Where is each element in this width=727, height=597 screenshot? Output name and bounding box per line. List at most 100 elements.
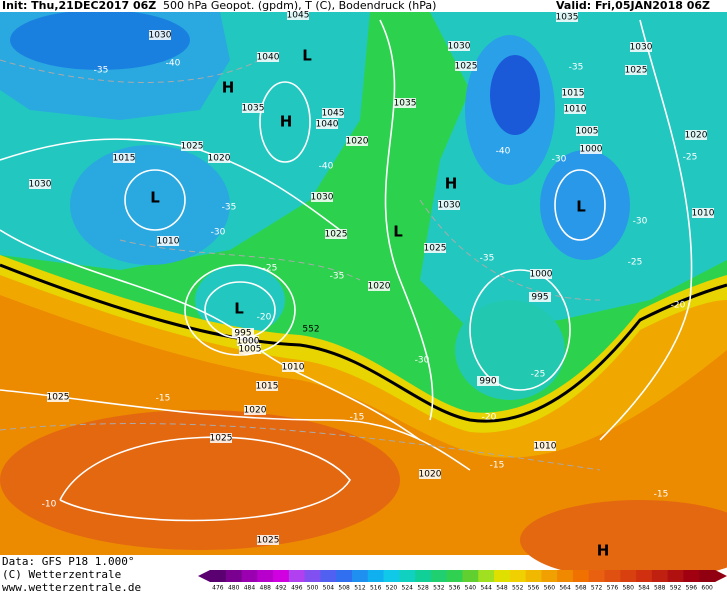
colorbar-swatch [478, 570, 495, 582]
colorbar-swatch [273, 570, 290, 582]
init-time: Init: Thu,21DEC2017 06Z [2, 0, 156, 12]
contour-label: 552 [302, 325, 319, 335]
pressure-label: 1030 [29, 180, 52, 190]
pressure-label: 1030 [438, 201, 461, 211]
colorbar-swatch [446, 570, 463, 582]
label-bg [477, 376, 499, 386]
pressure-label: 1040 [257, 53, 280, 63]
label-bg [244, 405, 266, 415]
label-bg [394, 98, 416, 108]
temperature-label: -30 [211, 228, 226, 238]
data-source: Data: GFS P18 1.000° [2, 555, 134, 568]
colorbar-label: 496 [291, 585, 303, 592]
colorbar-swatch [430, 570, 448, 582]
label-bg [438, 200, 460, 210]
label-bg [113, 153, 135, 163]
colorbar-label: 592 [670, 585, 682, 592]
label-bg [322, 108, 344, 118]
colorbar-arrow-left [198, 570, 210, 582]
pressure-label: 1045 [287, 11, 310, 21]
pressure-label: 1035 [556, 13, 579, 23]
colorbar-label: 580 [622, 585, 634, 592]
label-bg [368, 281, 390, 291]
colorbar-label: 564 [559, 585, 571, 592]
pressure-label: 1020 [244, 406, 267, 416]
colorbar-label: 532 [433, 585, 445, 592]
label-bg [562, 88, 584, 98]
pressure-label: 1030 [311, 193, 334, 203]
colorbar-swatch [572, 570, 590, 582]
pressure-label: 1025 [455, 62, 478, 72]
colorbar-label: 492 [275, 585, 287, 592]
colorbar-swatch [288, 570, 306, 582]
pressure-label: 995 [234, 329, 251, 339]
temperature-label: -35 [569, 63, 584, 73]
pressure-label: 1020 [208, 154, 231, 164]
colorbar-swatch [699, 570, 716, 582]
colorbar-label: 500 [307, 585, 319, 592]
pressure-label: 1010 [157, 237, 180, 247]
pressure-label: 1025 [210, 434, 233, 444]
colorbar-label: 568 [575, 585, 587, 592]
colorbar-label: 512 [354, 585, 366, 592]
colorbar-swatch [494, 570, 511, 582]
temperature-label: -10 [42, 500, 57, 510]
map-title: 500 hPa Geopot. (gpdm), T (C), Bodendruc… [163, 0, 436, 12]
colorbar-swatch [383, 570, 400, 582]
pressure-label: 1040 [316, 120, 339, 130]
label-bg [564, 104, 586, 114]
temperature-label: -35 [330, 272, 345, 282]
label-bg [692, 208, 714, 218]
pressure-label: 1025 [325, 230, 348, 240]
header-bar [0, 0, 727, 12]
temperature-label: -15 [350, 413, 365, 423]
pressure-label: 1025 [47, 393, 70, 403]
label-bg [580, 144, 602, 154]
colorbar-swatch [336, 570, 353, 582]
pressure-label: 1020 [368, 282, 391, 292]
colorbar-label: 520 [386, 585, 398, 592]
colorbar-swatch [462, 570, 479, 582]
colorbar-label: 524 [402, 585, 414, 592]
colorbar-swatch [210, 570, 227, 582]
label-bg [419, 469, 441, 479]
label-bg [455, 61, 477, 71]
pressure-label: 1030 [448, 42, 471, 52]
colorbar-arrow-right [715, 570, 727, 582]
pressure-label: 1020 [346, 137, 369, 147]
label-bg [346, 136, 368, 146]
colorbar-label: 484 [244, 585, 256, 592]
label-bg [311, 192, 333, 202]
colorbar-swatch [557, 570, 574, 582]
pressure-label: 1000 [530, 270, 553, 280]
pressure-label: 1015 [113, 154, 136, 164]
label-bg [257, 52, 279, 62]
colorbar-label: 560 [544, 585, 556, 592]
colorbar-swatch [320, 570, 337, 582]
label-bg [685, 130, 707, 140]
colorbar-label: 572 [591, 585, 603, 592]
pressure-center: H [280, 113, 293, 131]
temperature-label: -30 [552, 155, 567, 165]
pressure-label: 1025 [257, 536, 280, 546]
pressure-center: L [150, 189, 160, 207]
colorbar-label: 488 [260, 585, 272, 592]
pressure-center: L [234, 300, 244, 318]
pressure-center: L [576, 198, 586, 216]
pressure-label: 1010 [282, 363, 305, 373]
label-bg [181, 141, 203, 151]
label-bg [556, 12, 578, 22]
pressure-label: 1015 [256, 382, 279, 392]
label-bg [529, 292, 551, 302]
label-bg [325, 229, 347, 239]
pressure-label: 1010 [564, 105, 587, 115]
colorbar-label: 548 [496, 585, 508, 592]
label-bg [239, 344, 261, 354]
label-bg [232, 328, 254, 338]
label-bg [287, 10, 309, 20]
temperature-label: -15 [654, 490, 669, 500]
label-bg [282, 362, 304, 372]
pressure-center: H [445, 175, 458, 193]
website: www.wetterzentrale.de [2, 581, 141, 593]
